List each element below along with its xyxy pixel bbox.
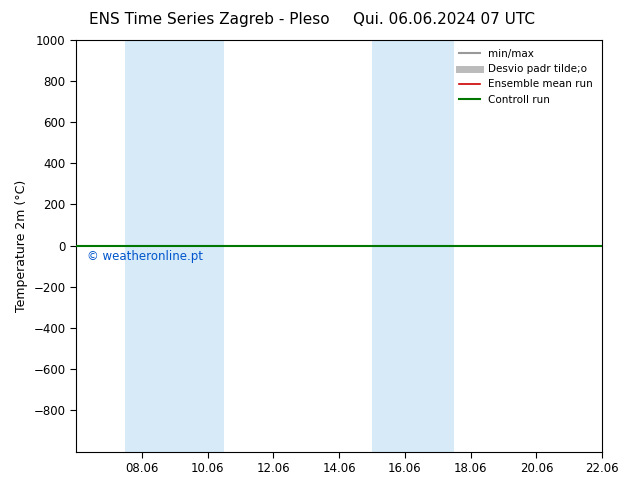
Bar [126,40,224,452]
Bar [372,40,454,452]
Text: Qui. 06.06.2024 07 UTC: Qui. 06.06.2024 07 UTC [353,12,535,27]
Text: © weatheronline.pt: © weatheronline.pt [87,250,203,263]
Y-axis label: Temperature 2m (°C): Temperature 2m (°C) [15,179,28,312]
Text: ENS Time Series Zagreb - Pleso: ENS Time Series Zagreb - Pleso [89,12,330,27]
Legend: min/max, Desvio padr tilde;o, Ensemble mean run, Controll run: min/max, Desvio padr tilde;o, Ensemble m… [455,45,597,109]
